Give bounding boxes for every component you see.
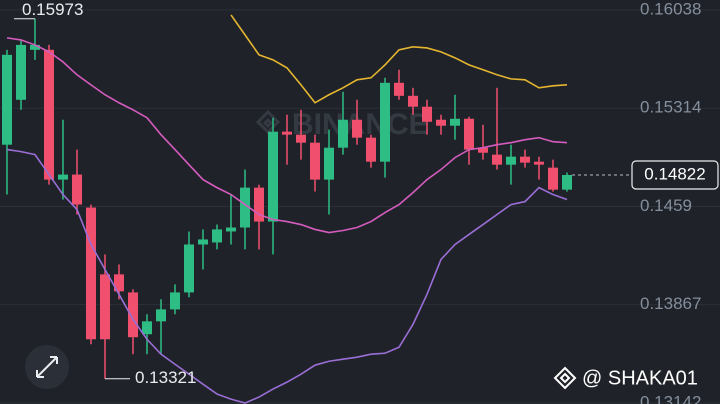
credit-logo — [553, 366, 577, 390]
low-label: 0.13321 — [135, 368, 196, 387]
candle-body — [562, 174, 572, 190]
candle-body — [72, 174, 82, 205]
candle-body — [450, 118, 460, 126]
candle-body — [520, 156, 530, 163]
price-label: 0.14822 — [644, 164, 705, 183]
candle-body — [338, 119, 348, 148]
candle-body — [380, 82, 390, 162]
candle-body — [352, 119, 362, 138]
y-tick-label: 0.13867 — [640, 294, 701, 313]
candle-body — [478, 147, 488, 153]
candle-body — [156, 309, 166, 322]
candle-body — [436, 119, 446, 126]
band-line — [6, 37, 568, 234]
candle-body — [86, 207, 96, 340]
candle-body — [506, 156, 516, 165]
candle-body — [268, 131, 278, 222]
candle-body — [534, 161, 544, 165]
candle-body — [464, 118, 474, 150]
y-tick-label: 0.13142 — [640, 393, 701, 404]
candle-body — [16, 44, 26, 100]
candle-body — [212, 229, 222, 243]
candle-body — [310, 142, 320, 180]
y-tick-label: 0.16038 — [640, 0, 701, 18]
candle-body — [170, 292, 180, 310]
candle-body — [30, 44, 40, 50]
candle-body — [114, 274, 124, 292]
watermark-logo — [255, 109, 281, 135]
candle-body — [492, 154, 502, 165]
candle-body — [184, 244, 194, 293]
candle-body — [548, 167, 558, 190]
candle-body — [282, 131, 292, 135]
price-box — [631, 160, 719, 190]
candle-body — [408, 95, 418, 107]
candle-body — [128, 292, 138, 338]
band-line — [6, 148, 568, 404]
candle-body — [226, 227, 236, 232]
candle-body — [422, 106, 432, 122]
candle-body — [366, 137, 376, 162]
expand-button[interactable] — [25, 345, 69, 389]
y-tick-label: 0.1459 — [640, 196, 692, 215]
candle-body — [58, 174, 68, 180]
candle-body — [394, 82, 404, 96]
high-label: 0.15973 — [22, 0, 83, 19]
candle-body — [324, 147, 334, 180]
candle-body — [142, 321, 152, 335]
y-tick-label: 0.15314 — [640, 98, 701, 117]
candle-body — [2, 54, 12, 145]
candle-body — [44, 49, 54, 180]
expand-icon — [36, 356, 58, 378]
candle-body — [240, 187, 250, 228]
candle-body — [100, 274, 110, 340]
band-line — [230, 14, 568, 104]
candle-body — [254, 187, 264, 222]
candle-body — [198, 239, 208, 245]
credit: @ SHAKA01 — [582, 367, 698, 389]
candle-body — [296, 134, 306, 143]
